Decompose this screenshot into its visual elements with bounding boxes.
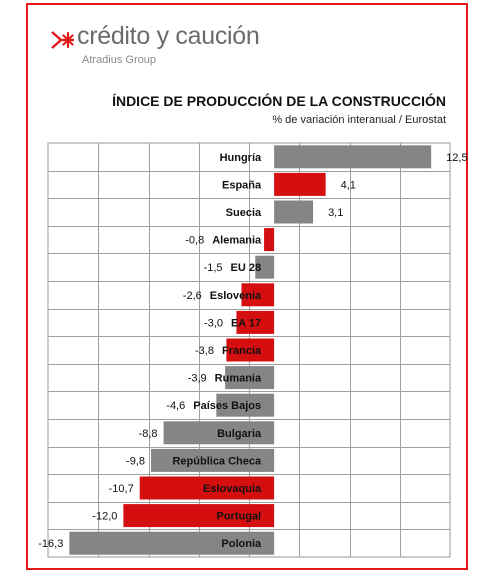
chart-title: ÍNDICE DE PRODUCCIÓN DE LA CONSTRUCCIÓN — [112, 93, 446, 109]
bar — [123, 504, 275, 528]
category-label: Portugal — [217, 511, 262, 523]
bar — [226, 338, 275, 362]
value-label: -2,6 — [183, 290, 202, 302]
value-label: -8,8 — [139, 428, 158, 440]
bar — [216, 393, 275, 417]
value-label: 12,5 — [446, 152, 467, 164]
bar — [274, 200, 314, 224]
category-label: Eslovenia — [210, 290, 262, 302]
brand-logo: crédito y caución Atradius Group — [50, 22, 310, 70]
value-label: -12,0 — [92, 511, 117, 523]
value-label: -9,8 — [126, 455, 145, 467]
category-label: República Checa — [172, 455, 262, 467]
category-label: EA 17 — [231, 317, 261, 329]
category-label: España — [222, 179, 262, 191]
value-label: -3,9 — [188, 373, 207, 385]
value-label: -4,6 — [166, 400, 185, 412]
bar — [163, 421, 275, 445]
bar — [69, 531, 275, 555]
value-label: -0,8 — [185, 235, 204, 247]
category-label: EU 28 — [231, 262, 262, 274]
brand-name: crédito y caución — [77, 22, 260, 50]
value-label: -10,7 — [109, 483, 134, 495]
value-label: -3,8 — [195, 345, 214, 357]
category-label: Rumania — [215, 373, 262, 385]
category-label: Suecia — [226, 207, 262, 219]
category-label: Hungría — [220, 152, 262, 164]
category-label: Bulgaria — [217, 428, 262, 440]
bar — [225, 366, 275, 390]
bar — [274, 145, 432, 169]
value-label: -16,3 — [38, 538, 63, 550]
logo-mark-icon — [51, 31, 74, 49]
bar — [236, 310, 275, 334]
value-label: -1,5 — [204, 262, 223, 274]
category-label: Países Bajos — [193, 400, 261, 412]
value-label: 4,1 — [341, 179, 356, 191]
bar — [274, 172, 326, 196]
bar — [241, 283, 275, 307]
category-label: Alemania — [212, 235, 262, 247]
category-label: Eslovaquia — [203, 483, 262, 495]
value-label: -3,0 — [204, 317, 223, 329]
bar — [264, 228, 275, 252]
category-label: Francia — [222, 345, 262, 357]
value-label: 3,1 — [328, 207, 343, 219]
chart-subtitle: % de variación interanual / Eurostat — [272, 114, 446, 126]
category-label: Polonia — [221, 538, 262, 550]
bar — [255, 255, 275, 279]
brand-subtitle: Atradius Group — [82, 54, 156, 66]
bar — [139, 476, 275, 500]
bar — [151, 448, 275, 472]
